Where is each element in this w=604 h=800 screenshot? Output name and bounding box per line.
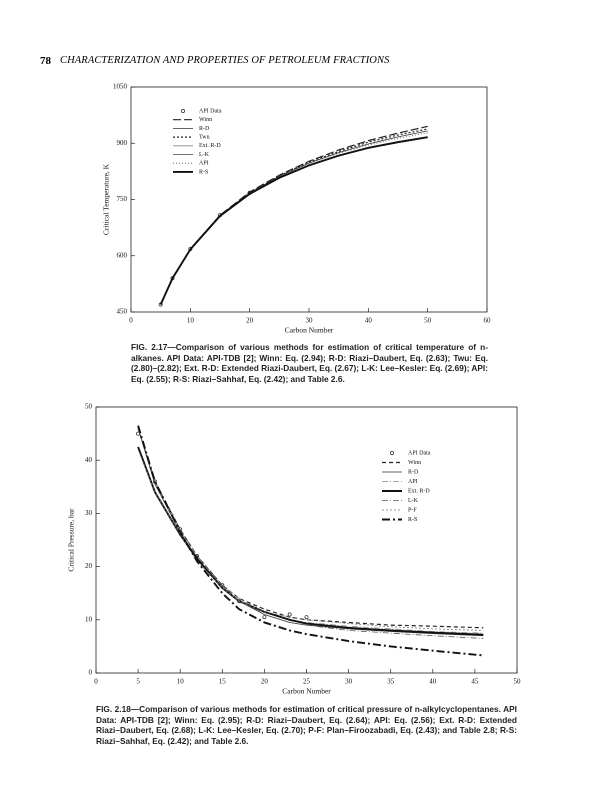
legend-label: API Data [408,450,431,456]
x-tick-label: 40 [365,317,373,325]
legend-label: R-D [199,126,210,132]
legend-label: Winn [199,117,212,123]
y-tick-label: 450 [117,308,128,316]
x-tick-label: 15 [219,678,227,686]
running-title: CHARACTERIZATION AND PROPERTIES OF PETRO… [60,55,390,66]
x-tick-label: 0 [94,678,98,686]
x-tick-label: 45 [471,678,479,686]
legend-label: Ext. R-D [408,488,430,494]
x-tick-label: 50 [514,678,522,686]
legend-label: API [408,479,418,485]
legend-label: Twu [199,134,210,140]
series-line [137,428,484,639]
series-line [137,449,484,631]
series-line [137,428,484,637]
y-tick-label: 750 [117,195,128,203]
series-line [159,136,428,305]
y-tick-label: 20 [85,562,93,570]
legend-marker [181,109,185,113]
x-tick-label: 5 [136,678,140,686]
series-line [137,446,484,636]
series-line [160,132,428,305]
y-tick-label: 1050 [113,83,128,91]
x-tick-label: 35 [387,678,395,686]
legend-label: L-K [199,152,210,158]
legend-label: P-F [408,507,417,513]
x-tick-label: 30 [345,678,353,686]
x-tick-label: 25 [303,678,311,686]
x-tick-label: 10 [177,678,185,686]
data-point [287,612,292,617]
y-tick-label: 0 [89,669,93,677]
x-tick-label: 60 [484,317,492,325]
legend-label: API [199,161,209,167]
legend-label: Ext. R-D [199,143,221,149]
y-tick-label: 900 [117,139,128,147]
x-tick-label: 40 [429,678,437,686]
series-line [137,425,484,657]
legend-label: R-S [408,517,417,523]
y-tick-label: 30 [85,509,93,517]
y-tick-label: 10 [85,615,93,623]
y-tick-label: 40 [85,456,93,464]
series-line [160,128,428,305]
data-point [262,615,267,620]
figure-caption: FIG. 2.18—Comparison of various methods … [96,704,517,746]
y-tick-label: 50 [85,403,93,411]
x-tick-label: 20 [261,678,269,686]
x-tick-label: 50 [424,317,432,325]
y-axis-label: Critical Pressure, bar [67,508,76,572]
data-point [304,615,309,620]
legend-label: R-S [199,169,208,175]
figure-caption: FIG. 2.17—Comparison of various methods … [131,342,488,384]
x-tick-label: 30 [306,317,314,325]
legend-label: L-K [408,498,419,504]
legend-label: Winn [408,460,421,466]
series-line [137,428,484,629]
x-tick-label: 10 [187,317,195,325]
y-tick-label: 600 [117,251,128,259]
x-axis-label: Carbon Number [282,687,331,696]
plot-frame [130,86,488,313]
x-tick-label: 20 [246,317,254,325]
y-axis-label: Critical Temperature, K [102,163,111,235]
x-tick-label: 0 [129,317,133,325]
x-axis-label: Carbon Number [285,326,334,335]
legend-label: API Data [199,108,222,114]
series-line [137,428,484,634]
legend-marker [390,451,394,455]
legend-label: R-D [408,469,419,475]
page-number: 78 [40,55,51,67]
